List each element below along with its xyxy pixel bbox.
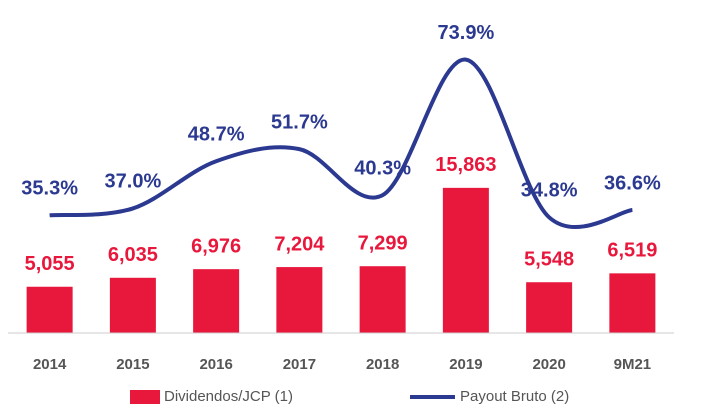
line-value-label: 37.0%	[105, 171, 162, 193]
x-tick-label: 2019	[449, 356, 482, 373]
bar	[359, 266, 406, 333]
bar-value-label: 15,863	[435, 154, 496, 176]
line-value-label: 34.8%	[521, 180, 578, 202]
bar	[442, 187, 489, 333]
bar	[609, 273, 656, 333]
bar-value-label: 5,548	[524, 249, 574, 271]
legend-label: Payout Bruto (2)	[460, 388, 569, 405]
bar-value-label: 5,055	[25, 253, 75, 275]
x-tick-label: 2018	[366, 356, 399, 373]
line-value-label: 40.3%	[354, 157, 411, 179]
bar-value-label: 6,035	[108, 244, 158, 266]
line-value-label: 51.7%	[271, 111, 328, 133]
bar	[193, 269, 240, 333]
bar	[276, 267, 323, 333]
x-tick-label: 2015	[116, 356, 149, 373]
line-value-label: 73.9%	[438, 22, 495, 44]
legend-swatch	[130, 390, 160, 404]
x-tick-label: 9M21	[614, 356, 652, 373]
bar-value-label: 7,299	[358, 232, 408, 254]
x-tick-label: 2020	[532, 356, 565, 373]
bar-value-label: 7,204	[274, 233, 325, 255]
x-tick-label: 2016	[199, 356, 232, 373]
bar	[526, 282, 573, 333]
x-tick-label: 2017	[283, 356, 316, 373]
bar-value-label: 6,976	[191, 235, 241, 257]
line-value-label: 48.7%	[188, 124, 245, 146]
bar	[26, 286, 73, 333]
x-tick-label: 2014	[33, 356, 67, 373]
bar	[109, 277, 156, 333]
bar-value-label: 6,519	[607, 240, 657, 262]
line-value-label: 35.3%	[21, 178, 78, 200]
legend-label: Dividendos/JCP (1)	[164, 388, 293, 405]
line	[49, 57, 633, 230]
line-value-label: 36.6%	[604, 172, 661, 194]
